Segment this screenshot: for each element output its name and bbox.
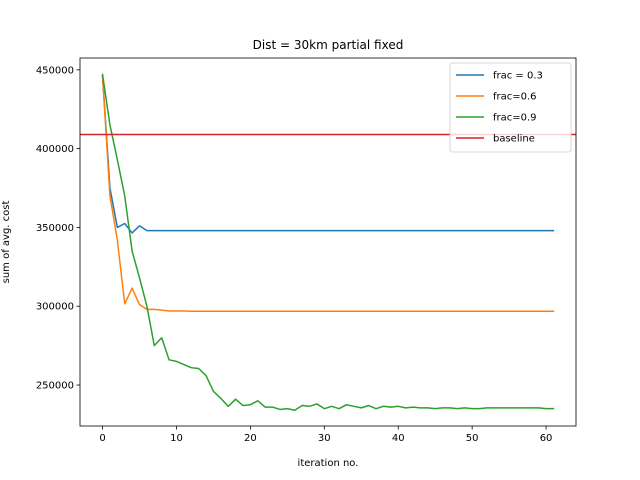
x-tick-label: 10 (170, 433, 183, 444)
y-tick-label: 250000 (36, 381, 74, 392)
legend-box (449, 62, 572, 153)
x-tick-label: 40 (392, 433, 405, 444)
x-tick-label: 30 (318, 433, 331, 444)
x-axis-ticks: 0 10 20 30 40 50 60 (99, 426, 552, 444)
y-axis-label: sum of avg. cost (1, 201, 12, 284)
y-tick-label: 400000 (36, 144, 74, 155)
series-lines (80, 73, 576, 411)
legend: frac = 0.3 frac=0.6 frac=0.9 baseline (449, 62, 572, 153)
y-tick-label: 300000 (36, 302, 74, 313)
series-line-1 (101, 75, 555, 234)
y-axis-ticks: 250000 300000 350000 400000 450000 (36, 65, 80, 392)
x-tick-label: 20 (244, 433, 257, 444)
legend-label: frac = 0.3 (493, 71, 543, 82)
legend-label: baseline (493, 134, 535, 145)
x-axis-label: iteration no. (298, 458, 359, 469)
legend-label: frac=0.6 (493, 92, 537, 103)
plot-frame (79, 57, 577, 427)
y-tick-label: 350000 (36, 223, 74, 234)
y-tick-label: 450000 (36, 65, 74, 76)
series-line-2 (101, 75, 555, 313)
x-tick-label: 50 (466, 433, 479, 444)
chart-title: Dist = 30km partial fixed (253, 38, 404, 52)
x-tick-label: 60 (540, 433, 553, 444)
legend-label: frac=0.9 (493, 113, 537, 124)
x-tick-label: 0 (99, 433, 105, 444)
series-line-3 (101, 73, 555, 411)
